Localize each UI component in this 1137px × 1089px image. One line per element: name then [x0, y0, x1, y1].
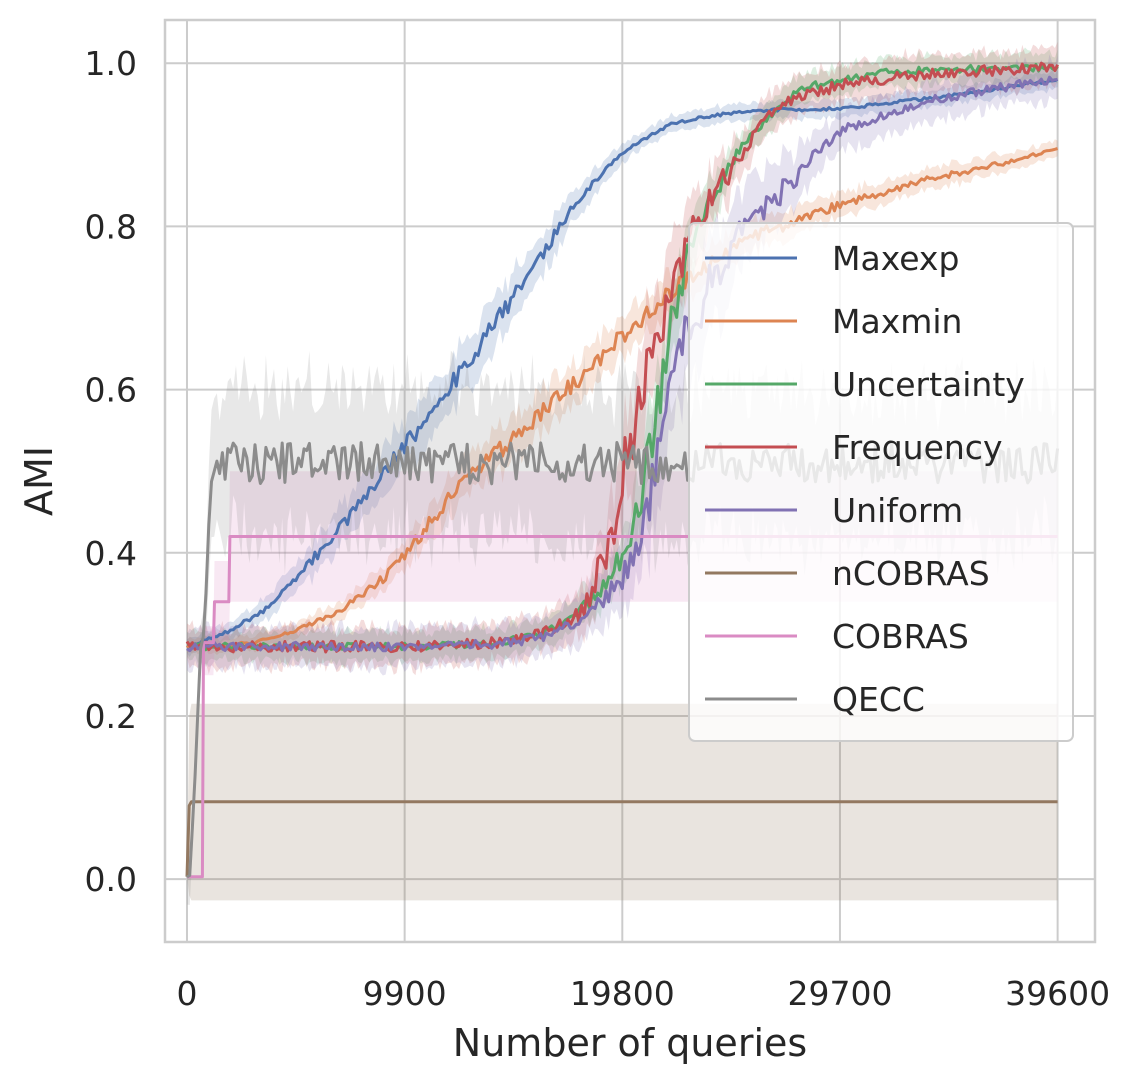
- x-tick-label: 9900: [363, 974, 447, 1013]
- legend-label: Uncertainty: [832, 365, 1025, 404]
- y-axis-ticks: 0.0 0.2 0.4 0.6 0.8 1.0: [85, 44, 137, 899]
- x-tick-label: 29700: [787, 974, 892, 1013]
- x-axis-label: Number of queries: [453, 1021, 807, 1065]
- series-uncertainty: [186, 62, 1059, 652]
- legend-label: Maxmin: [832, 302, 962, 341]
- band-maxexp: [187, 70, 1058, 657]
- legend: Maxexp Maxmin Uncertainty Frequency Uniform n…: [688, 222, 1074, 742]
- x-tick-label: 19800: [570, 974, 675, 1013]
- y-tick-label: 1.0: [85, 44, 137, 83]
- series-uniform: [186, 75, 1058, 653]
- y-tick-label: 0.4: [85, 534, 137, 573]
- legend-label: Maxexp: [832, 239, 959, 278]
- y-tick-label: 0.0: [85, 860, 137, 899]
- y-tick-label: 0.6: [85, 371, 137, 410]
- legend-label: COBRAS: [832, 617, 969, 656]
- legend-label: nCOBRAS: [832, 554, 990, 593]
- series-frequency: [185, 61, 1059, 654]
- legend-label: QECC: [832, 680, 925, 719]
- series-cobras: [187, 535, 1058, 879]
- plot-frame: [163, 18, 1097, 944]
- x-tick-label: 0: [176, 974, 197, 1013]
- x-tick-label: 39600: [1005, 974, 1110, 1013]
- band-uncertainty: [187, 47, 1058, 668]
- series-ncobras: [185, 800, 1058, 877]
- series-maxexp: [186, 78, 1059, 649]
- y-tick-label: 0.8: [85, 207, 137, 246]
- y-axis-label: AMI: [17, 446, 61, 516]
- x-axis-ticks: 0 9900 19800 29700 39600: [176, 974, 1110, 1013]
- series-lines: [185, 61, 1060, 879]
- legend-label: Uniform: [832, 491, 963, 530]
- y-tick-label: 0.2: [85, 697, 137, 736]
- legend-box: [688, 222, 1074, 742]
- series-maxmin: [186, 147, 1059, 649]
- legend-label: Frequency: [832, 428, 1002, 467]
